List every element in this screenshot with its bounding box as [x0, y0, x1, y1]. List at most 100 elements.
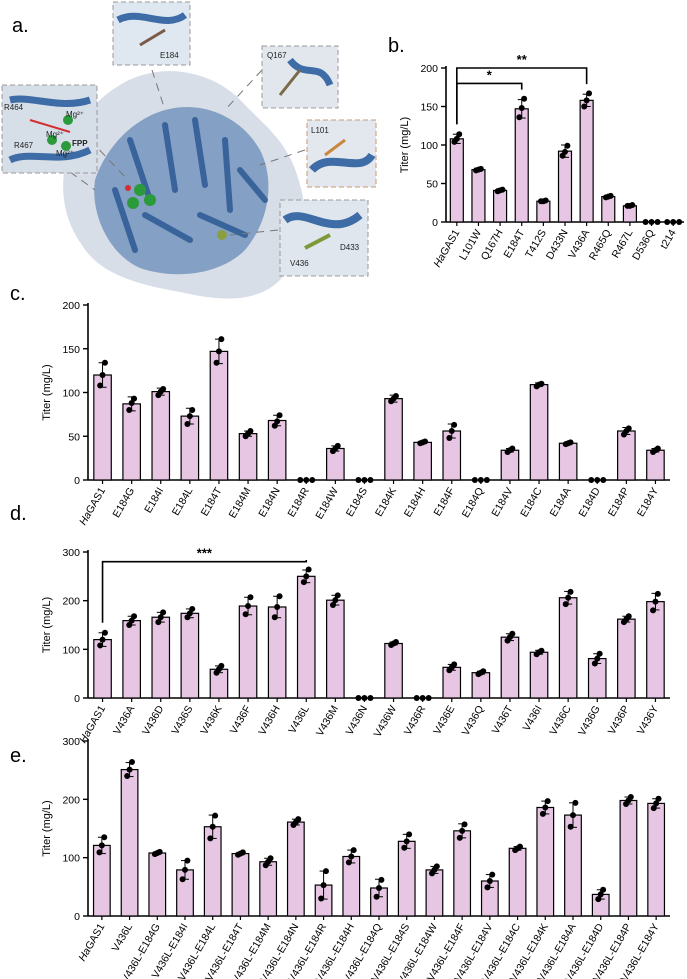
- bar: [536, 806, 555, 917]
- bar: [500, 636, 520, 699]
- inset-l101: L101: [306, 119, 377, 188]
- x-tick-label: E184N: [256, 486, 282, 520]
- data-point: [99, 636, 106, 643]
- data-point: [588, 477, 595, 483]
- x-tick-label: V436E: [431, 704, 457, 737]
- data-point: [570, 812, 576, 819]
- data-point: [355, 695, 362, 701]
- x-tick-label: V436P: [606, 704, 632, 737]
- data-point: [213, 359, 220, 366]
- bar: [238, 433, 258, 481]
- data-point: [518, 105, 525, 112]
- data-point: [184, 857, 191, 864]
- data-point: [486, 878, 493, 884]
- data-point: [594, 655, 601, 662]
- data-point: [483, 477, 490, 483]
- x-tick-label: E184C: [518, 485, 545, 519]
- x-tick-label: V436K: [198, 704, 224, 737]
- data-point: [642, 219, 649, 225]
- data-point: [448, 428, 455, 434]
- data-point: [318, 895, 325, 902]
- data-point: [184, 421, 191, 427]
- data-point: [509, 630, 516, 637]
- inset-q167: Q167: [261, 45, 339, 109]
- data-point: [186, 610, 193, 617]
- data-point: [401, 844, 408, 851]
- bar: [326, 447, 345, 481]
- data-point: [521, 95, 528, 102]
- v436-site: [217, 230, 227, 240]
- bar: [296, 575, 316, 699]
- y-tick-label: 100: [420, 140, 438, 152]
- data-point: [489, 871, 496, 878]
- data-point: [182, 866, 188, 873]
- x-tick-label: E184W: [313, 485, 341, 521]
- significance-bracket: [456, 67, 588, 125]
- data-point: [128, 617, 135, 624]
- data-point: [239, 849, 246, 856]
- data-point: [676, 219, 683, 225]
- bar: [267, 606, 287, 699]
- x-tick-label: V436A: [111, 704, 137, 737]
- data-point: [334, 442, 341, 449]
- bar: [93, 638, 112, 699]
- x-tick-label: V436N: [344, 704, 370, 738]
- data-point: [242, 611, 249, 618]
- data-point: [650, 805, 657, 812]
- x-tick-label: HaGAS1: [76, 921, 107, 963]
- data-point: [564, 142, 571, 149]
- x-tick-label: E184R: [285, 485, 312, 519]
- residue-label: Mg²⁺: [46, 130, 64, 139]
- inset-active-site: R464 R467 Mg²⁺ Mg²⁺ Mg²⁺ FPP: [1, 84, 98, 174]
- residue-label: L101: [311, 126, 329, 135]
- y-axis-label: Titer (mg/L): [399, 117, 411, 173]
- data-point: [607, 192, 614, 199]
- data-point: [131, 395, 138, 402]
- x-tick-label: V436L: [286, 703, 312, 735]
- x-tick-label: E184P: [606, 486, 632, 519]
- data-point: [542, 197, 549, 204]
- bar: [180, 612, 200, 699]
- data-point: [484, 884, 491, 891]
- data-point: [126, 766, 133, 773]
- data-point: [664, 219, 671, 225]
- data-point: [98, 842, 105, 849]
- x-tick-label: V436C: [547, 703, 574, 737]
- y-tick-label: 0: [74, 693, 80, 705]
- data-point: [276, 412, 283, 419]
- data-point: [625, 613, 632, 620]
- data-point: [207, 835, 214, 842]
- data-point: [274, 603, 281, 610]
- bar: [557, 150, 573, 223]
- data-point: [126, 407, 133, 413]
- x-tick-label: HaGAS1: [431, 227, 462, 269]
- data-point: [392, 393, 399, 399]
- bar: [384, 398, 403, 481]
- data-point: [320, 882, 327, 889]
- x-tick-label: E184Q: [460, 485, 487, 519]
- data-point: [271, 614, 278, 621]
- bar: [514, 108, 529, 223]
- data-point: [157, 614, 164, 621]
- data-point: [128, 759, 135, 765]
- bar: [647, 802, 666, 917]
- x-tick-label: V436S: [169, 704, 195, 737]
- x-tick-label: E184Y: [635, 486, 661, 519]
- bar: [259, 861, 278, 917]
- data-point: [247, 428, 254, 434]
- y-axis-label: Titer (mg/L): [41, 597, 53, 653]
- bar: [449, 138, 464, 223]
- data-point: [367, 695, 374, 701]
- x-tick-label: E184G: [111, 486, 138, 520]
- panel-label: b.: [388, 35, 405, 57]
- y-tick-label: 100: [62, 644, 80, 656]
- data-point: [595, 896, 602, 903]
- x-tick-label: HaGAS1: [77, 485, 108, 527]
- data-point: [128, 400, 135, 406]
- y-tick-label: 200: [62, 300, 80, 312]
- bar: [529, 651, 549, 699]
- residue-label: Q167: [267, 51, 287, 60]
- x-tick-label: E184M: [227, 486, 254, 521]
- bar: [471, 169, 486, 223]
- bar: [617, 618, 636, 699]
